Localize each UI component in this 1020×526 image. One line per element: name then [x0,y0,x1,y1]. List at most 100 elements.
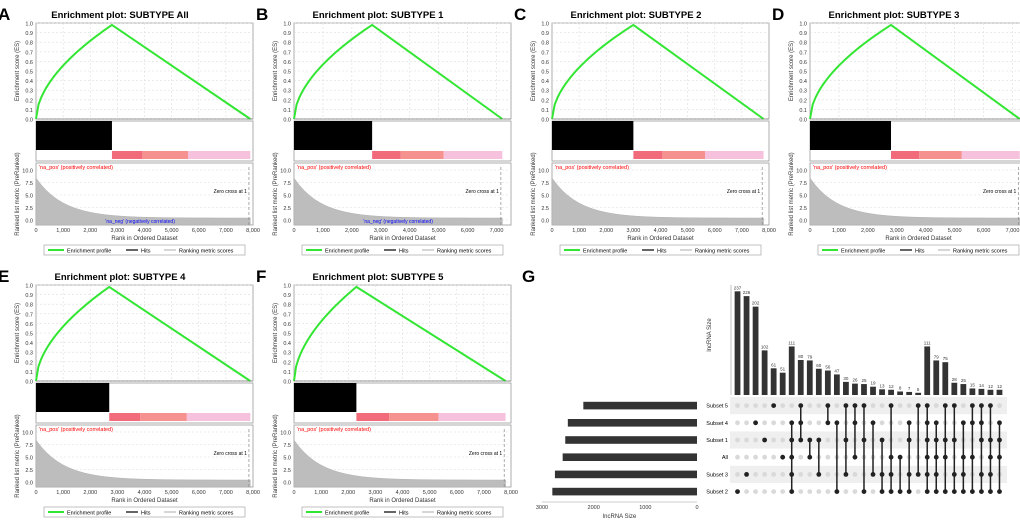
set-size-xlabel: lncRNA Size [603,514,637,520]
pos-correlated-label: 'na_pos' (positively correlated) [297,165,371,171]
es-tick-label: 0.6 [25,60,33,66]
intersection-bar-label: 51 [780,367,786,372]
es-tick-label: 0.7 [541,50,549,56]
es-tick-label: 0.7 [25,312,33,318]
intersection-bar [843,381,849,395]
set-size-bar [554,470,697,479]
es-tick-label: 0.1 [283,370,291,376]
intersection-bar-label: 25 [961,378,967,383]
set-name-label: All [722,455,728,461]
x-tick-label: 5,000 [948,228,962,234]
matrix-dot-on [753,420,758,426]
matrix-dot-off [897,403,903,408]
matrix-dot-off [906,403,912,408]
heat-strip-segment [140,413,187,421]
rank-tick-label: 10.0 [280,169,291,175]
rank-tick-label: 10.0 [22,169,33,175]
x-tick-label: 4,000 [396,490,410,496]
hits-block [294,121,373,150]
ranking-metric-area [293,177,503,226]
set-size-bar [562,453,697,461]
matrix-dot-off [780,489,786,494]
es-tick-label: 0.7 [283,312,291,318]
rank-tick-label: 7.5 [799,181,807,187]
x-axis-label: Rank in Ordered Dataset [369,236,436,242]
es-tick-label: 0.0 [799,118,807,124]
set-size-tick-label: 2000 [588,505,600,511]
x-tick-label: 8,000 [246,490,260,496]
intersection-bar-label: 47 [834,368,840,373]
x-tick-label: 4,000 [138,490,152,496]
es-tick-label: 0.8 [283,41,291,47]
intersection-bar [996,389,1003,395]
intersection-bar-label: 111 [788,340,795,345]
matrix-dot-off [789,403,795,408]
intersection-bar-label: 202 [752,301,760,306]
es-tick-label: 0.5 [25,70,33,76]
x-tick-label: 6,000 [977,228,991,234]
es-tick-label: 0.8 [283,303,291,309]
enrichment-profile-line [293,285,507,382]
rank-tick-label: 10.0 [796,169,807,175]
x-tick-label: 7,000 [219,490,233,496]
gsea-panel-d: D Enrichment plot: SUBTYPE 3 0.0 0.1 0.2 0.3 0… [772,5,1020,256]
zero-cross-label: Zero cross at 1 [214,189,248,195]
enrichment-profile-line [35,23,251,120]
rank-tick-label: 0.0 [283,481,291,487]
matrix-dot-off [807,403,813,408]
gsea-panel-f: F Enrichment plot: SUBTYPE 5 0.0 0.1 0.2 0.3 0… [256,267,518,518]
matrix-dot-off [762,403,768,408]
x-tick-label: 4,000 [138,228,152,234]
es-tick-label: 0.3 [25,89,33,95]
intersection-bar [924,346,931,395]
x-tick-label: 8,000 [504,490,518,496]
gsea-panel-a: A Enrichment plot: SUBTYPE All 0.0 0.1 0.2 0.… [0,5,260,256]
es-tick-label: 0.2 [541,98,549,104]
matrix-dot-off [744,489,749,494]
hits-block [294,383,357,412]
x-axis-label: Rank in Ordered Dataset [627,236,694,242]
plot-title: Enrichment plot: SUBTYPE 2 [571,10,702,21]
rank-ylabel: Ranked list metric (PreRanked) [15,414,21,497]
intersection-bar-label: 19 [871,381,877,386]
intersection-bar [861,384,867,395]
intersection-bar-label: 56 [825,365,831,370]
matrix-dot-off [753,472,758,477]
es-tick-label: 0.9 [283,31,291,37]
x-tick-label: 3,000 [368,490,382,496]
heat-strip-segment [372,151,401,159]
es-tick-label: 0.0 [283,118,291,124]
es-tick-label: 0.1 [799,108,807,114]
hits-block [36,383,110,412]
es-tick-label: 0.0 [25,118,33,124]
rank-ylabel: Ranked list metric (PreRanked) [273,414,279,497]
pos-correlated-label: 'na_pos' (positively correlated) [39,427,113,433]
matrix-dot-off [879,403,885,408]
x-tick-label: 3,000 [110,228,124,234]
matrix-dot-off [780,420,786,426]
intersection-bar-label: 12 [997,384,1003,389]
es-tick-label: 0.4 [283,341,291,347]
es-tick-label: 0.8 [25,41,33,47]
intersection-bar [879,389,885,395]
x-tick-label: 1,000 [832,228,846,234]
heat-strip-segment [438,413,506,421]
heat-strip-segment [662,151,705,159]
matrix-dot-off [816,403,822,408]
x-tick-label: 1,000 [56,490,70,496]
enrichment-profile-line [551,23,765,120]
intersection-bar-label: 226 [743,290,751,295]
set-size-tick-label: 3000 [536,505,548,511]
legend-rank-label: Ranking metric scores [437,511,492,517]
heat-strip-segment [891,151,920,159]
matrix-dot-off [915,489,921,494]
rank-tick-label: 0.0 [283,219,291,225]
x-tick-label: 0 [34,490,37,496]
es-tick-label: 0.0 [25,380,33,386]
es-tick-label: 0.5 [799,70,807,76]
matrix-dot-off [735,437,740,443]
legend-rank-label: Ranking metric scores [179,511,234,517]
set-name-label: Subset 1 [706,438,728,444]
x-tick-label: 3,000 [890,228,904,234]
enrichment-profile-line [293,23,503,120]
